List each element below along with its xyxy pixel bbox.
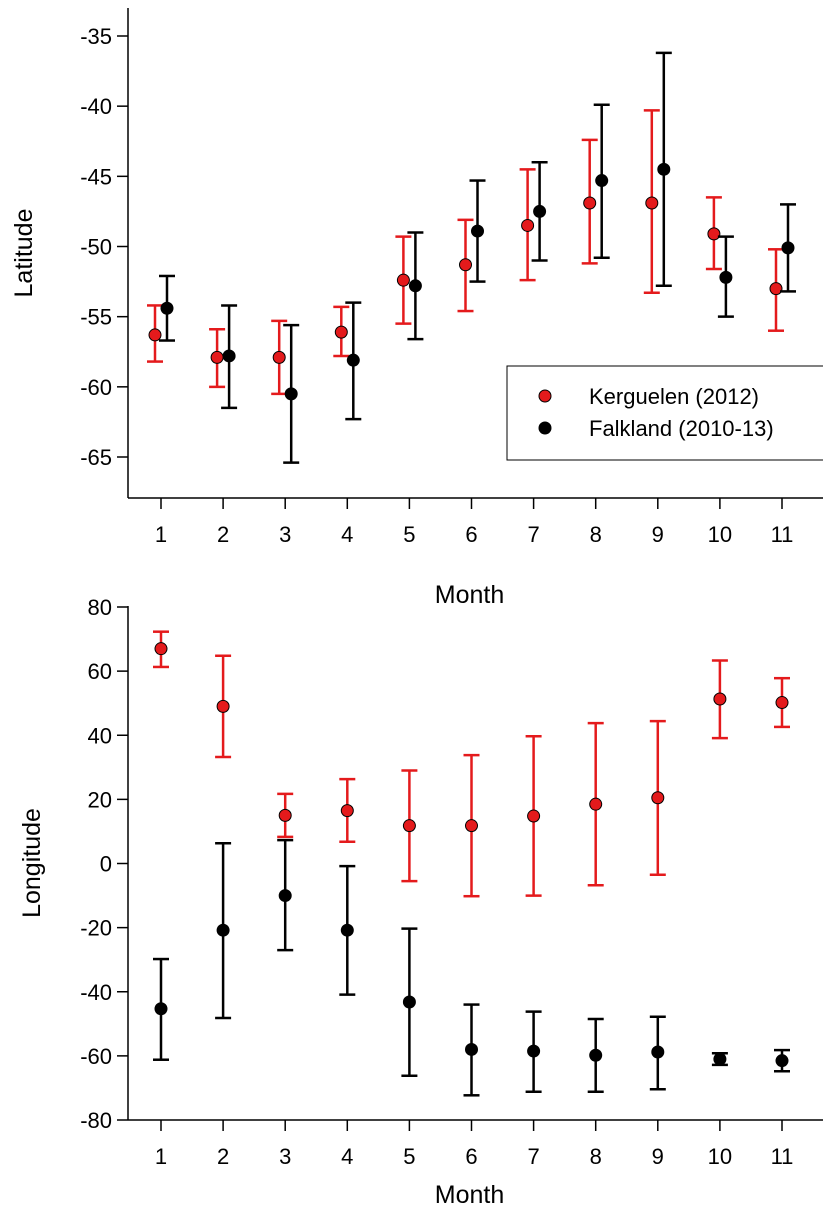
data-point (646, 197, 658, 209)
data-point (522, 219, 534, 231)
y-tick-label: -40 (80, 94, 112, 119)
data-point (466, 820, 478, 832)
legend-box (507, 366, 823, 460)
x-tick-label: 2 (217, 1144, 229, 1169)
data-point (217, 700, 229, 712)
data-point (211, 351, 223, 363)
x-tick-label: 2 (217, 522, 229, 547)
data-point (776, 1055, 788, 1067)
data-point (161, 302, 173, 314)
data-point (223, 350, 235, 362)
x-axis-title: Month (435, 581, 504, 609)
y-tick-label: -35 (80, 24, 112, 49)
legend-marker (539, 422, 551, 434)
data-point (652, 792, 664, 804)
data-point (403, 996, 415, 1008)
x-tick-label: 11 (771, 522, 794, 547)
legend-label: Kerguelen (2012) (589, 384, 759, 409)
x-tick-label: 6 (465, 522, 477, 547)
data-point (466, 1043, 478, 1055)
x-tick-label: 7 (527, 522, 539, 547)
y-tick-label: 60 (88, 659, 112, 684)
data-point (770, 283, 782, 295)
data-point (776, 697, 788, 709)
data-point (528, 810, 540, 822)
legend: Kerguelen (2012) Falkland (2010-13) (507, 366, 823, 460)
data-point (279, 809, 291, 821)
y-tick-label: -60 (80, 1044, 112, 1069)
data-point (347, 354, 359, 366)
data-point (584, 197, 596, 209)
y-tick-label: -40 (80, 980, 112, 1005)
data-point (590, 798, 602, 810)
x-tick-label: 5 (403, 1144, 415, 1169)
y-tick-label: 0 (100, 852, 112, 877)
data-point (714, 693, 726, 705)
x-tick-label: 10 (708, 522, 732, 547)
data-point (217, 924, 229, 936)
y-tick-label: -60 (80, 375, 112, 400)
y-tick-label: 80 (88, 595, 112, 620)
y-tick-label: 40 (88, 723, 112, 748)
data-point (155, 1003, 167, 1015)
data-point (596, 175, 608, 187)
data-point (155, 643, 167, 655)
x-tick-label: 3 (279, 1144, 291, 1169)
latitude-panel: -35 -40 -45 -50 -55 -60 -65 1 2 3 4 5 6 7 8 9 10 11 Month L… (10, 8, 823, 609)
data-point (472, 225, 484, 237)
x-tick-label: 1 (155, 522, 167, 547)
data-point (149, 329, 161, 341)
y-tick-label: -45 (80, 164, 112, 189)
data-point (279, 890, 291, 902)
data-point (341, 924, 353, 936)
x-tick-label: 9 (652, 1144, 664, 1169)
x-tick-label: 11 (771, 1144, 794, 1169)
data-point (658, 163, 670, 175)
data-point (590, 1049, 602, 1061)
x-tick-label: 4 (341, 1144, 353, 1169)
x-tick-label: 8 (590, 522, 602, 547)
x-tick-label: 8 (590, 1144, 602, 1169)
series-kerguelen (153, 632, 790, 897)
data-point (341, 805, 353, 817)
y-tick-label: -65 (80, 445, 112, 470)
y-axis-title: Latitude (10, 209, 38, 298)
data-point (285, 388, 297, 400)
x-tick-label: 9 (652, 522, 664, 547)
y-tick-label: -55 (80, 305, 112, 330)
x-axis-title: Month (435, 1181, 504, 1209)
y-axis-title: Longitude (18, 808, 46, 918)
x-tick-label: 4 (341, 522, 353, 547)
data-point (714, 1053, 726, 1065)
data-point (782, 242, 794, 254)
y-tick-label: 20 (88, 787, 112, 812)
x-tick-label: 5 (403, 522, 415, 547)
series-kerguelen (147, 110, 784, 393)
data-point (652, 1046, 664, 1058)
x-tick-label: 10 (708, 1144, 732, 1169)
data-point (273, 351, 285, 363)
y-tick-label: -20 (80, 916, 112, 941)
data-point (528, 1045, 540, 1057)
longitude-panel: 80 60 40 20 0 -20 -40 -60 -80 1 2 3 4 5 6 7 8 9 10 11 Month L… (18, 595, 823, 1209)
legend-label: Falkland (2010-13) (589, 416, 774, 441)
data-point (397, 274, 409, 286)
data-point (708, 228, 720, 240)
x-tick-label: 6 (465, 1144, 477, 1169)
legend-marker (539, 390, 551, 402)
y-tick-label: -50 (80, 235, 112, 260)
data-point (403, 820, 415, 832)
x-tick-label: 1 (155, 1144, 167, 1169)
data-point (335, 326, 347, 338)
x-tick-label: 7 (527, 1144, 539, 1169)
data-point (409, 280, 421, 292)
data-point (460, 259, 472, 271)
data-point (534, 205, 546, 217)
x-tick-label: 3 (279, 522, 291, 547)
data-point (720, 271, 732, 283)
y-tick-label: -80 (80, 1108, 112, 1133)
